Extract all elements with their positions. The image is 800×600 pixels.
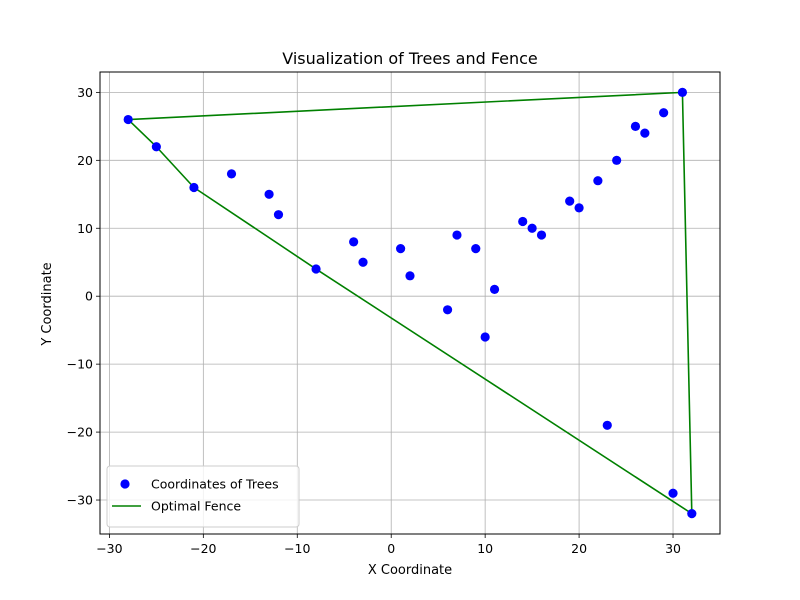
tree-point xyxy=(677,87,688,97)
x-tick-label: 0 xyxy=(387,541,395,556)
tree-point xyxy=(311,264,321,274)
x-tick-label: 10 xyxy=(477,541,493,556)
x-tick-label: −30 xyxy=(96,541,122,556)
tree-point xyxy=(396,244,406,254)
tree-point xyxy=(565,196,575,206)
legend-label-trees: Coordinates of Trees xyxy=(151,477,279,492)
x-axis-ticks: −30 −20 −10 0 10 20 30 xyxy=(96,534,681,556)
y-tick-label: 30 xyxy=(77,85,93,100)
tree-point xyxy=(612,155,622,165)
y-tick-label: 20 xyxy=(77,153,93,168)
fence-layer xyxy=(127,91,693,515)
tree-point xyxy=(659,108,669,118)
tree-point xyxy=(687,509,697,519)
points-layer xyxy=(123,87,697,519)
fence-line xyxy=(127,91,693,515)
tree-point xyxy=(151,142,161,152)
tree-point xyxy=(574,203,584,213)
tree-point xyxy=(630,121,641,131)
x-tick-label: 20 xyxy=(571,541,587,556)
tree-point xyxy=(593,176,603,186)
y-tick-label: −20 xyxy=(67,425,93,440)
y-tick-label: −30 xyxy=(67,493,93,508)
tree-point xyxy=(358,257,368,267)
chart-title: Visualization of Trees and Fence xyxy=(282,49,538,68)
legend-box xyxy=(106,465,300,528)
tree-point xyxy=(123,114,133,125)
y-axis-label: Y Coordinate xyxy=(40,262,55,346)
tree-point xyxy=(536,230,547,240)
y-axis-ticks: −30 −20 −10 0 10 20 30 xyxy=(67,85,100,508)
tree-point xyxy=(527,223,537,233)
tree-point xyxy=(480,332,490,342)
x-tick-label: −10 xyxy=(284,541,310,556)
x-axis-label: X Coordinate xyxy=(368,563,452,578)
tree-point xyxy=(640,128,650,138)
y-tick-label: −10 xyxy=(67,357,93,372)
legend-label-fence: Optimal Fence xyxy=(151,499,241,514)
tree-point xyxy=(189,182,199,193)
grid xyxy=(100,72,720,534)
tree-point xyxy=(349,237,359,247)
tree-point xyxy=(226,169,237,179)
tree-point xyxy=(442,305,453,315)
y-tick-label: 10 xyxy=(77,221,93,236)
tree-point xyxy=(602,420,612,430)
tree-point xyxy=(668,488,678,498)
tree-point xyxy=(405,271,415,281)
tree-point xyxy=(452,230,462,240)
plot-frame xyxy=(99,71,721,535)
tree-point xyxy=(489,284,500,295)
x-tick-label: −20 xyxy=(190,541,216,556)
tree-point xyxy=(518,216,528,227)
y-tick-label: 0 xyxy=(85,289,93,304)
tree-point xyxy=(264,189,274,199)
legend: Coordinates of Trees Optimal Fence xyxy=(106,465,300,528)
tree-point xyxy=(273,210,284,220)
legend-marker-trees xyxy=(120,479,130,489)
x-tick-label: 30 xyxy=(665,541,681,556)
tree-point xyxy=(471,244,481,254)
